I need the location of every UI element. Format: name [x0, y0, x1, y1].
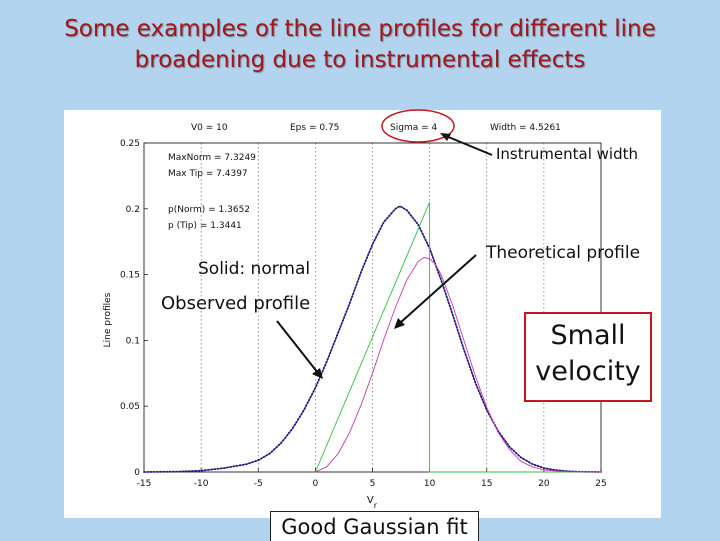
stat-line: Max Tip = 7.4397 [168, 169, 248, 179]
y-tick-label: 0 [134, 468, 140, 478]
x-tick-label: -10 [194, 479, 209, 489]
stats-layer: MaxNorm = 7.3249 Max Tip = 7.4397 p(Norm) … [168, 153, 256, 231]
x-tick-label: 5 [370, 479, 376, 489]
x-tick-label: 20 [538, 479, 550, 489]
stat-line: p (Tip) = 1.3441 [168, 221, 242, 231]
instrumental-width-label: Instrumental width [496, 145, 639, 163]
header-param: V0 = 10 [191, 123, 228, 133]
slide-title: Some examples of the line profiles for d… [64, 16, 656, 73]
theoretical-profile-label: Theoretical profile [486, 243, 641, 263]
header-param: Eps = 0.75 [290, 123, 339, 133]
y-tick-label: 0.15 [120, 271, 140, 281]
header-param: Sigma = 4 [390, 123, 437, 133]
stat-line: p(Norm) = 1.3652 [168, 205, 250, 215]
solid-normal-label: Solid: normal [198, 259, 311, 279]
x-tick-label: -5 [254, 479, 263, 489]
header-layer: V0 = 10 Eps = 0.75 Sigma = 4 Width = 4.5261 [191, 123, 561, 133]
y-axis-label: Line profiles [103, 292, 113, 347]
small-velocity-text: Small velocity [535, 320, 641, 387]
y-tick-label: 0.25 [120, 139, 140, 149]
plot-area-border [143, 142, 602, 473]
y-tick-label: 0.2 [126, 205, 140, 215]
series-line-2 [314, 202, 601, 473]
x-tick-label: 15 [481, 479, 492, 489]
observed-profile-label: Observed profile [161, 293, 311, 314]
stat-line: MaxNorm = 7.3249 [168, 153, 256, 163]
x-tick-label: 0 [313, 479, 319, 489]
y-tick-label: 0.05 [120, 402, 140, 412]
good-fit-box: Good Gaussian fit [270, 511, 479, 541]
small-velocity-callout: Small velocity [524, 312, 652, 402]
x-tick-label: 25 [595, 479, 606, 489]
series-line-0 [143, 205, 602, 473]
x-tick-label: 10 [424, 479, 436, 489]
x-tick-label: -15 [137, 479, 152, 489]
good-fit-text: Good Gaussian fit [281, 515, 468, 539]
header-param: Width = 4.5261 [490, 123, 561, 133]
x-axis-label: Vr [367, 495, 378, 510]
y-tick-label: 0.1 [126, 336, 140, 346]
